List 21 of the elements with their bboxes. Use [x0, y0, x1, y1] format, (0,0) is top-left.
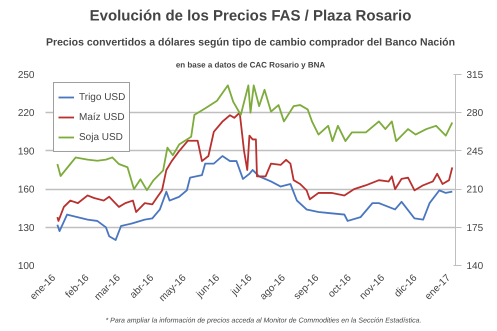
- y2-tick-label: 280: [466, 108, 484, 120]
- y-tick-label: 160: [18, 184, 35, 196]
- y-tick-label: 190: [18, 146, 35, 158]
- y2-tick-label: 315: [466, 70, 484, 81]
- legend-label: Trigo USD: [79, 91, 126, 103]
- legend-label: Soja USD: [79, 131, 123, 143]
- y-tick-label: 130: [18, 222, 35, 234]
- y2-tick-label: 210: [466, 184, 484, 196]
- text: en base a datos de CAC Rosario y BNA: [176, 60, 326, 70]
- y-tick-label: 100: [18, 261, 35, 272]
- chart-title: Evolución de los Precios FAS / Plaza Rosario: [90, 8, 412, 24]
- chart-subtitle: Precios convertidos a dólares según tipo de cambio comprador del Banco Nación: [46, 36, 456, 48]
- legend-label: Maíz USD: [79, 111, 125, 123]
- y-tick-label: 220: [18, 108, 35, 120]
- line-series: [56, 84, 454, 192]
- y2-tick-label: 245: [466, 146, 484, 158]
- line-series: [56, 112, 454, 222]
- y2-tick-label: 175: [466, 222, 484, 234]
- y-tick-label: 250: [18, 70, 35, 81]
- y2-tick-label: 140: [466, 261, 484, 272]
- line-series: [56, 155, 454, 241]
